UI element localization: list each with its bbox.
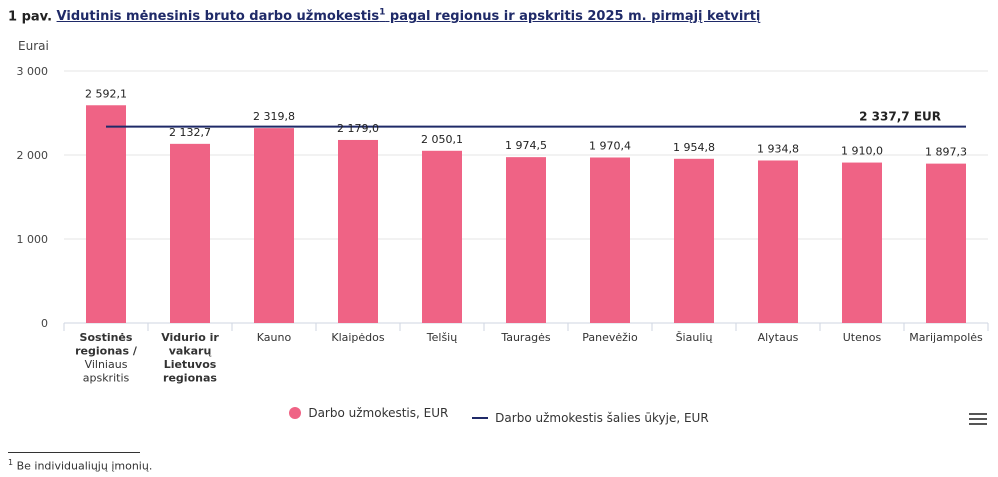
x-tick-label: Šiaulių	[676, 331, 713, 344]
data-label: 1 897,3	[925, 146, 967, 159]
chart-title-link[interactable]: Vidutinis mėnesinis bruto darbo užmokest…	[56, 8, 761, 25]
data-label: 2 179,0	[337, 122, 379, 135]
x-tick-label-line: Lietuvos	[164, 358, 217, 371]
title-main: Vidutinis mėnesinis bruto darbo užmokest…	[56, 9, 380, 25]
x-tick-label: Kauno	[257, 331, 292, 344]
x-tick-label-line: Vidurio ir	[161, 331, 219, 344]
x-tick-label-line: Panevėžio	[582, 331, 638, 344]
legend-line-marker	[472, 417, 489, 419]
x-tick-label: Panevėžio	[582, 331, 638, 344]
x-tick-label-line: Alytaus	[758, 331, 799, 344]
bar	[506, 157, 546, 323]
footnote-marker: 1	[8, 458, 14, 467]
bar	[338, 139, 378, 323]
data-label: 1 974,5	[505, 139, 547, 152]
data-label: 1 934,8	[757, 142, 799, 155]
bar	[590, 157, 630, 323]
legend-label-salary: Darbo užmokestis, EUR	[308, 406, 449, 420]
chart-menu-icon[interactable]	[969, 413, 987, 427]
chart-title: 1 pav. Vidutinis mėnesinis bruto darbo u…	[8, 8, 760, 24]
data-label: 2 050,1	[421, 133, 463, 146]
legend: Darbo užmokestis, EUR Darbo užmokestis š…	[0, 406, 998, 425]
data-label: 2 592,1	[85, 87, 127, 100]
bar	[170, 143, 210, 323]
title-rest: pagal regionus ir apskritis 2025 m. pirm…	[385, 9, 761, 25]
x-tick-label: Sostinės regionas / Vilniaus apskritis	[75, 331, 138, 385]
data-label: 1 954,8	[673, 141, 715, 154]
y-axis-label: Eurai	[18, 39, 49, 53]
x-tick-label-line: Telšių	[426, 331, 457, 344]
footnote: 1 Be individualiųjų įmonių.	[8, 458, 152, 473]
x-tick-label: Tauragės	[500, 331, 551, 344]
bar	[758, 160, 798, 323]
legend-bar-marker	[289, 407, 302, 419]
x-tick-label: Telšių	[426, 331, 457, 344]
x-tick-label-line: Tauragės	[500, 331, 551, 344]
x-tick-label-line: Šiaulių	[676, 331, 713, 344]
data-label: 2 132,7	[169, 126, 211, 139]
x-tick-label-line: regionas /	[75, 345, 138, 358]
x-tick-label-line: vakarų	[169, 345, 212, 358]
bar	[422, 150, 462, 323]
x-tick-label-line: Utenos	[843, 331, 882, 344]
legend-item-salary[interactable]: Darbo užmokestis, EUR	[289, 406, 448, 420]
title-footnote-marker: 1	[379, 8, 386, 18]
y-tick-label: 1 000	[17, 233, 49, 246]
y-tick-label: 3 000	[17, 65, 49, 78]
data-label: 1 970,4	[589, 139, 631, 152]
x-tick-label: Marijampolės	[909, 331, 983, 344]
x-tick-label: Vidurio ir vakarų Lietuvos regionas	[161, 331, 219, 385]
footnote-divider	[8, 452, 140, 453]
x-tick-label-line: Sostinės	[80, 331, 133, 344]
data-label: 1 910,0	[841, 145, 883, 158]
x-tick-label-line: apskritis	[83, 372, 130, 385]
x-tick-label-line: Klaipėdos	[331, 331, 385, 344]
data-label: 2 319,8	[253, 110, 295, 123]
bar	[842, 162, 882, 323]
x-tick-label: Klaipėdos	[331, 331, 385, 344]
bar	[674, 158, 714, 323]
bar	[254, 128, 294, 323]
x-tick-label-line: Marijampolės	[909, 331, 983, 344]
x-tick-label-line: regionas	[163, 372, 217, 385]
footnote-text: Be individualiųjų įmonių.	[13, 459, 153, 473]
bar-chart: 0 1 000 2 000 3 000 2 337,7 EUR 2 592,1 2 132,…	[17, 65, 989, 385]
legend-item-national-average[interactable]: Darbo užmokestis šalies ūkyje, EUR	[472, 411, 709, 425]
x-tick-label-line: Vilniaus	[85, 358, 128, 371]
y-tick-label: 0	[41, 317, 48, 330]
x-tick-label: Utenos	[843, 331, 882, 344]
x-tick-label: Alytaus	[758, 331, 799, 344]
figure-number: 1 pav.	[8, 9, 53, 25]
bar	[926, 163, 966, 323]
legend-label-national-average: Darbo užmokestis šalies ūkyje, EUR	[495, 411, 709, 425]
y-tick-label: 2 000	[17, 149, 49, 162]
average-line-label: 2 337,7 EUR	[859, 110, 941, 124]
bar	[86, 105, 126, 323]
x-tick-label-line: Kauno	[257, 331, 292, 344]
